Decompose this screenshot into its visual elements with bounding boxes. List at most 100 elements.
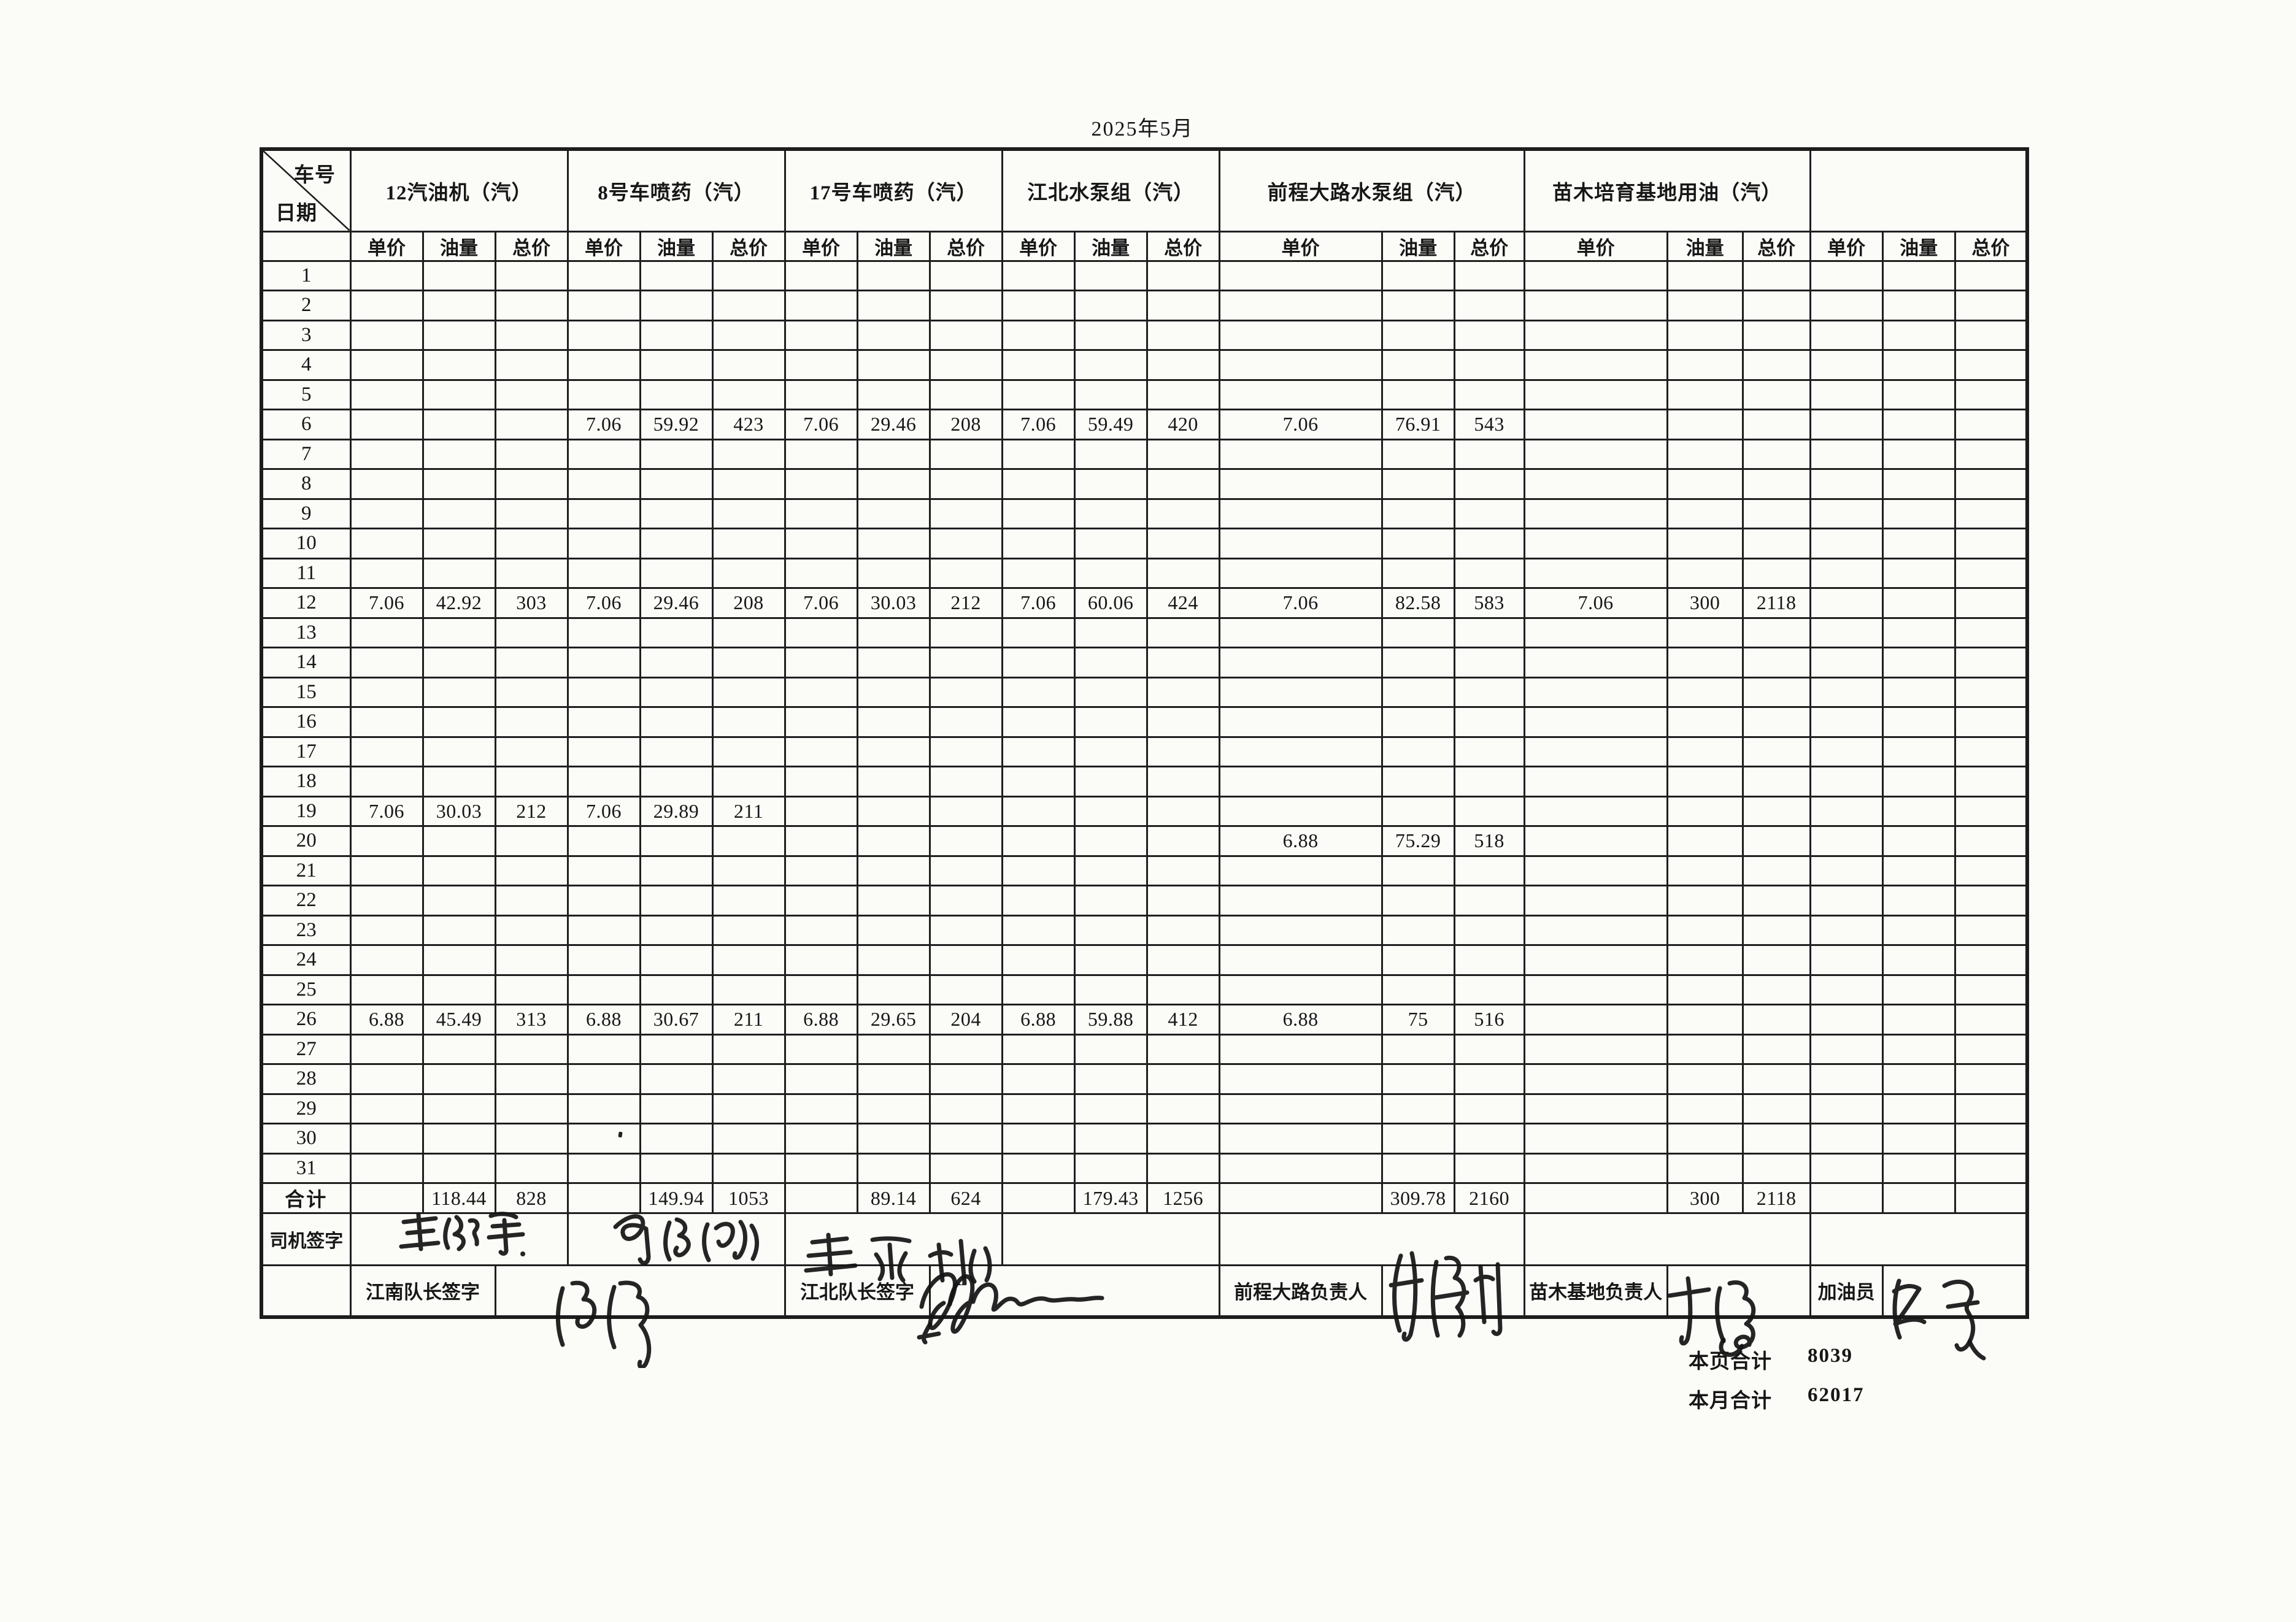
value-cell: 179.43 [1073, 1182, 1148, 1214]
value-cell [1741, 319, 1811, 351]
value-cell [1146, 1063, 1220, 1095]
value-cell [422, 855, 496, 886]
value-cell [928, 795, 1003, 827]
day-label: 13 [260, 617, 352, 648]
value-cell [1073, 468, 1148, 500]
value-cell [1666, 1004, 1744, 1036]
day-label: 3 [260, 319, 352, 351]
value-cell: 516 [1453, 1004, 1525, 1036]
value-cell [1001, 1182, 1076, 1214]
table-row: 6 7.06 59.92 423 7.06 29.46 208 7.06 59.49 420 7.0… [260, 409, 2028, 440]
table-row: 26 6.88 45.49 313 6.88 30.67 211 6.88 29.65 204 6.… [260, 1004, 2028, 1036]
value-cell [711, 498, 786, 529]
value-cell [494, 557, 569, 589]
value-cell [928, 528, 1003, 559]
value-cell [1146, 647, 1220, 678]
value-cell [928, 647, 1003, 678]
value-cell [1218, 855, 1383, 886]
value-cell: 208 [711, 587, 786, 619]
value-cell: 2118 [1741, 1182, 1811, 1214]
sub-header-fuel-amount-g4: 油量 [1073, 230, 1148, 262]
value-cell [711, 676, 786, 708]
value-cell [1666, 914, 1744, 946]
value-cell: 60.06 [1073, 587, 1148, 619]
value-cell [1218, 1182, 1383, 1214]
value-cell [1741, 825, 1811, 857]
value-cell [566, 706, 641, 738]
value-cell [1453, 1123, 1525, 1155]
group-header-5: 前程大路水泵组（汽） [1218, 148, 1525, 233]
group-header-row: 车号 日期 12汽油机（汽） 8号车喷药（汽） 17号车喷药（汽） 江北水泵组（… [260, 148, 2028, 233]
value-cell [711, 1152, 786, 1184]
value-cell [1453, 706, 1525, 738]
value-cell: 7.06 [1001, 409, 1076, 440]
value-cell [1954, 795, 2028, 827]
value-cell: 309.78 [1381, 1182, 1455, 1214]
value-cell [422, 736, 496, 767]
value-cell [1073, 349, 1148, 381]
value-cell [1453, 1093, 1525, 1124]
value-cell [494, 676, 569, 708]
value-cell: 7.06 [349, 795, 424, 827]
value-cell [1146, 795, 1220, 827]
value-cell [1381, 498, 1455, 529]
value-cell [784, 468, 858, 500]
value-cell [1218, 676, 1383, 708]
value-cell [1881, 795, 1956, 827]
value-cell [566, 766, 641, 798]
value-cell [1453, 1152, 1525, 1184]
value-cell [1073, 379, 1148, 410]
value-cell: 30.67 [639, 1004, 714, 1036]
value-cell [1001, 319, 1076, 351]
page-total-line: 本页合计 8039 [1689, 1345, 1865, 1374]
value-cell [1741, 409, 1811, 440]
value-cell [349, 379, 424, 410]
value-cell: 118.44 [422, 1182, 496, 1214]
value-cell [1741, 1004, 1811, 1036]
value-cell [1881, 587, 1956, 619]
value-cell [1881, 706, 1956, 738]
value-cell [1954, 1033, 2028, 1065]
value-cell [1146, 706, 1220, 738]
value-cell [856, 1033, 931, 1065]
value-cell [1809, 1004, 1884, 1036]
value-cell [494, 974, 569, 1005]
value-cell [784, 885, 858, 917]
table-row: 13 [260, 617, 2028, 648]
value-cell [494, 617, 569, 648]
value-cell [1146, 825, 1220, 857]
value-cell [928, 766, 1003, 798]
day-label: 5 [260, 379, 352, 410]
value-cell: 423 [711, 409, 786, 440]
value-cell [1146, 1033, 1220, 1065]
value-cell [1954, 944, 2028, 976]
value-cell [639, 498, 714, 529]
value-cell: 7.06 [566, 409, 641, 440]
value-cell [784, 974, 858, 1005]
value-cell [1741, 1152, 1811, 1184]
value-cell [1809, 974, 1884, 1005]
value-cell [1146, 855, 1220, 886]
value-cell [856, 1063, 931, 1095]
value-cell [1001, 766, 1076, 798]
value-cell: 7.06 [566, 587, 641, 619]
sub-header-total-price-g3: 总价 [928, 230, 1003, 262]
value-cell [1001, 706, 1076, 738]
value-cell: 7.06 [349, 587, 424, 619]
table-row: 20 6.88 75.29 518 [260, 825, 2028, 857]
day-label: 11 [260, 557, 352, 589]
value-cell [784, 676, 858, 708]
sub-header-unit-price-g2: 单价 [566, 230, 641, 262]
value-cell [1381, 914, 1455, 946]
value-cell [1741, 766, 1811, 798]
value-cell [1381, 319, 1455, 351]
value-cell [1666, 676, 1744, 708]
value-cell [1954, 1063, 2028, 1095]
value-cell [1523, 290, 1668, 321]
day-label: 27 [260, 1033, 352, 1065]
value-cell [711, 885, 786, 917]
value-cell [1218, 885, 1383, 917]
corner-label-vehicle: 车号 [294, 164, 336, 186]
value-cell [1954, 885, 2028, 917]
table-row: 25 [260, 974, 2028, 1005]
